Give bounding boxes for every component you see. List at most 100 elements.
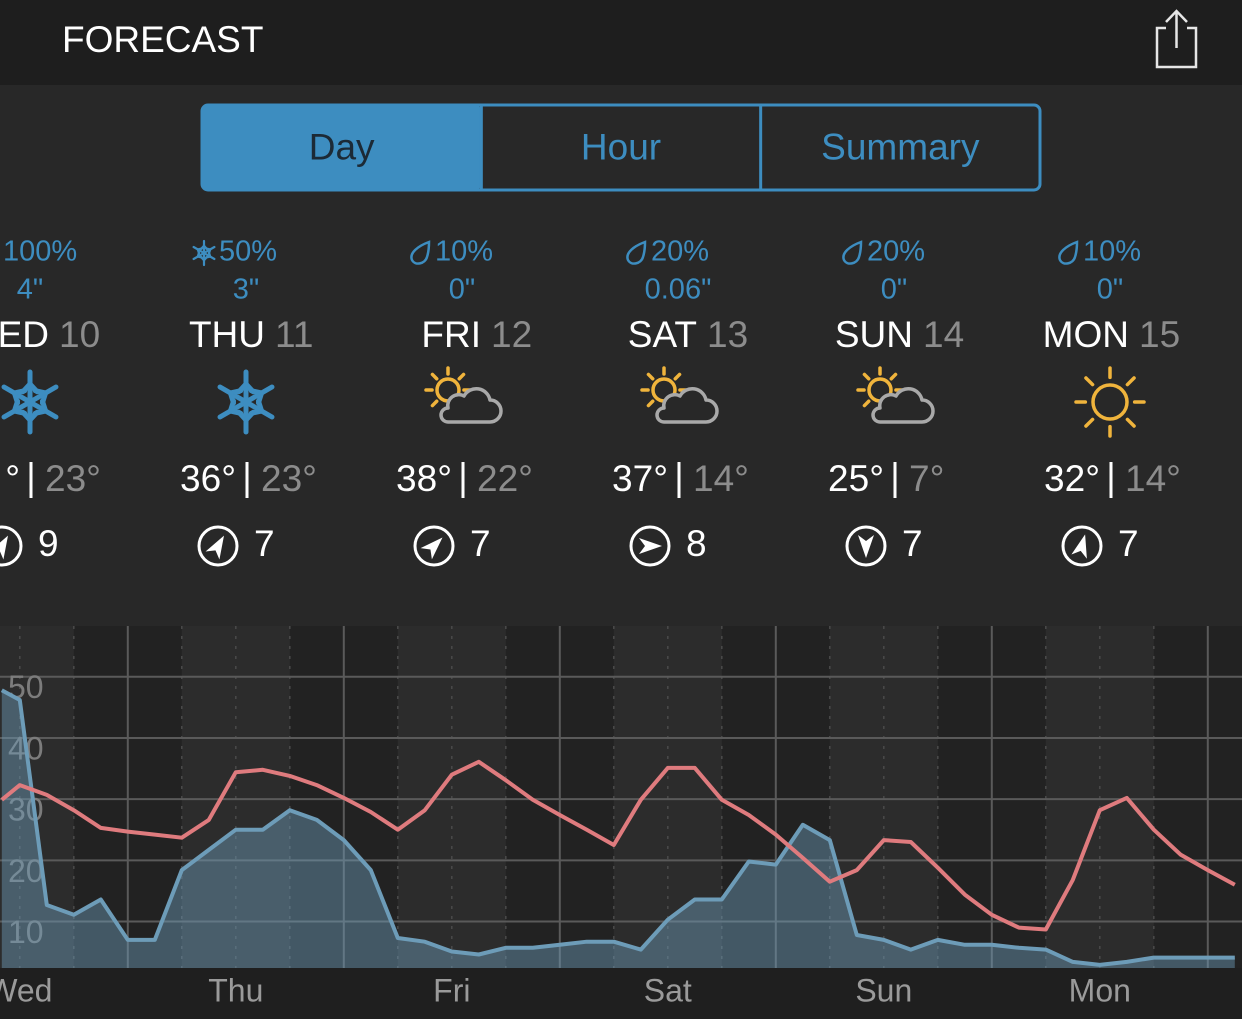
day-name: THU bbox=[189, 314, 265, 355]
day-date: 11 bbox=[275, 314, 313, 355]
drop bbox=[626, 240, 647, 265]
wind-ring bbox=[0, 525, 23, 567]
precip-chance: 10% bbox=[435, 236, 493, 268]
day-date: 13 bbox=[707, 314, 748, 355]
day-date: 14 bbox=[923, 314, 964, 355]
wind-arrow bbox=[858, 535, 874, 558]
y-tick-label: 10 bbox=[8, 914, 44, 950]
day-column: 10% 0" MON 15 32° 14° 7 bbox=[1043, 236, 1181, 567]
day-column: 10% 0" FRI 12 38° 22° 7 bbox=[396, 236, 533, 567]
snow-branch bbox=[255, 398, 265, 414]
precip-amount: 0" bbox=[881, 274, 907, 306]
day-column: 50% 3" THU 11 36° 23° 7 bbox=[180, 236, 317, 567]
snow-branch bbox=[207, 251, 212, 258]
sun-ray bbox=[1125, 376, 1136, 387]
precip-amount: 4" bbox=[17, 274, 43, 306]
sun-ray bbox=[862, 399, 871, 408]
y-tick-label: 20 bbox=[8, 853, 44, 889]
snow-branch bbox=[227, 390, 237, 406]
x-tick-label: Sun bbox=[855, 972, 912, 1008]
snow-branch bbox=[11, 390, 21, 406]
wind-ring bbox=[845, 525, 887, 567]
temp-low: 22° bbox=[477, 458, 533, 499]
day-name: MON bbox=[1043, 314, 1129, 355]
sun-ray bbox=[1084, 376, 1095, 387]
precip-amount: 3" bbox=[233, 274, 259, 306]
temp-high: 37° bbox=[612, 458, 668, 499]
sun-ray bbox=[889, 372, 898, 381]
tab[interactable]: Summary bbox=[759, 105, 980, 190]
wind-speed: 9 bbox=[38, 523, 59, 564]
wind-speed: 8 bbox=[686, 523, 707, 564]
tab[interactable]: Hour bbox=[479, 105, 661, 190]
snow-branch bbox=[196, 255, 203, 259]
wind-arrow bbox=[420, 537, 443, 560]
day-column: 20% 0" SUN 14 25° 7° 7 bbox=[828, 236, 964, 567]
area-fill bbox=[1, 690, 1235, 968]
snow-branch bbox=[39, 398, 49, 414]
night-band bbox=[1153, 626, 1242, 968]
sun-ray bbox=[430, 399, 439, 408]
day-name: FRI bbox=[421, 314, 481, 355]
temperature-line bbox=[0, 759, 1236, 932]
snow-branch bbox=[227, 408, 244, 416]
day-date: 12 bbox=[491, 314, 532, 355]
header-bar bbox=[0, 0, 1242, 85]
temp-low: 23° bbox=[45, 458, 101, 499]
drop bbox=[842, 240, 863, 265]
day-date: 10 bbox=[59, 314, 100, 355]
sun-core bbox=[1091, 383, 1129, 421]
snow-branch bbox=[11, 408, 28, 416]
precip-amount: 0" bbox=[1097, 274, 1123, 306]
sun-ray bbox=[1084, 417, 1095, 428]
precip-chance: 10% bbox=[1083, 236, 1141, 268]
y-tick-label: 50 bbox=[8, 669, 44, 705]
drop bbox=[1058, 240, 1079, 265]
wind-speed: 7 bbox=[902, 523, 923, 564]
precip-chance: 20% bbox=[867, 236, 925, 268]
x-axis-band bbox=[0, 968, 1242, 1019]
precip-chance: 100% bbox=[3, 236, 77, 268]
drop bbox=[410, 240, 431, 265]
x-tick-label: Thu bbox=[208, 972, 263, 1008]
snow-branch bbox=[196, 248, 201, 255]
sun-ray bbox=[430, 372, 439, 381]
temp-high: 38° bbox=[396, 458, 452, 499]
sun-ray bbox=[1125, 417, 1136, 428]
wind-ring bbox=[1061, 525, 1103, 567]
x-tick-label: Sat bbox=[644, 972, 692, 1008]
cloud bbox=[439, 387, 503, 424]
temp-low: 14° bbox=[693, 458, 749, 499]
sun-ray bbox=[862, 372, 871, 381]
temp-high: 25° bbox=[828, 458, 884, 499]
wind-ring bbox=[197, 525, 239, 567]
snow-branch bbox=[205, 247, 212, 251]
x-tick-label: Fri bbox=[433, 972, 470, 1008]
day-column: 20% 0.06" SAT 13 37° 14° 8 bbox=[612, 236, 749, 567]
header-title: FORECAST bbox=[62, 19, 263, 60]
cloud bbox=[871, 387, 935, 424]
precip-amount: 0.06" bbox=[645, 274, 712, 306]
wind-speed: 7 bbox=[1118, 523, 1139, 564]
wind-ring bbox=[629, 525, 671, 567]
tab-label: Day bbox=[309, 126, 375, 167]
tab[interactable]: Day bbox=[202, 105, 482, 190]
temp-high: 36° bbox=[180, 458, 236, 499]
precip-chance: 50% bbox=[219, 236, 277, 268]
share-button[interactable] bbox=[1155, 9, 1198, 69]
x-tick-label: Wed bbox=[0, 972, 52, 1008]
snow-branch bbox=[32, 388, 49, 396]
tab-label: Summary bbox=[821, 126, 980, 167]
area-line bbox=[0, 688, 1235, 967]
precip-amount: 0" bbox=[449, 274, 475, 306]
sun-ray bbox=[646, 372, 655, 381]
temp-high: 32° bbox=[1044, 458, 1100, 499]
temp-low: 23° bbox=[261, 458, 317, 499]
day-column: 100% 4" ED 10 ° 23° 9 bbox=[0, 236, 101, 567]
tab-selected-bg bbox=[202, 105, 482, 190]
day-name: SUN bbox=[835, 314, 913, 355]
cloud bbox=[655, 387, 719, 424]
